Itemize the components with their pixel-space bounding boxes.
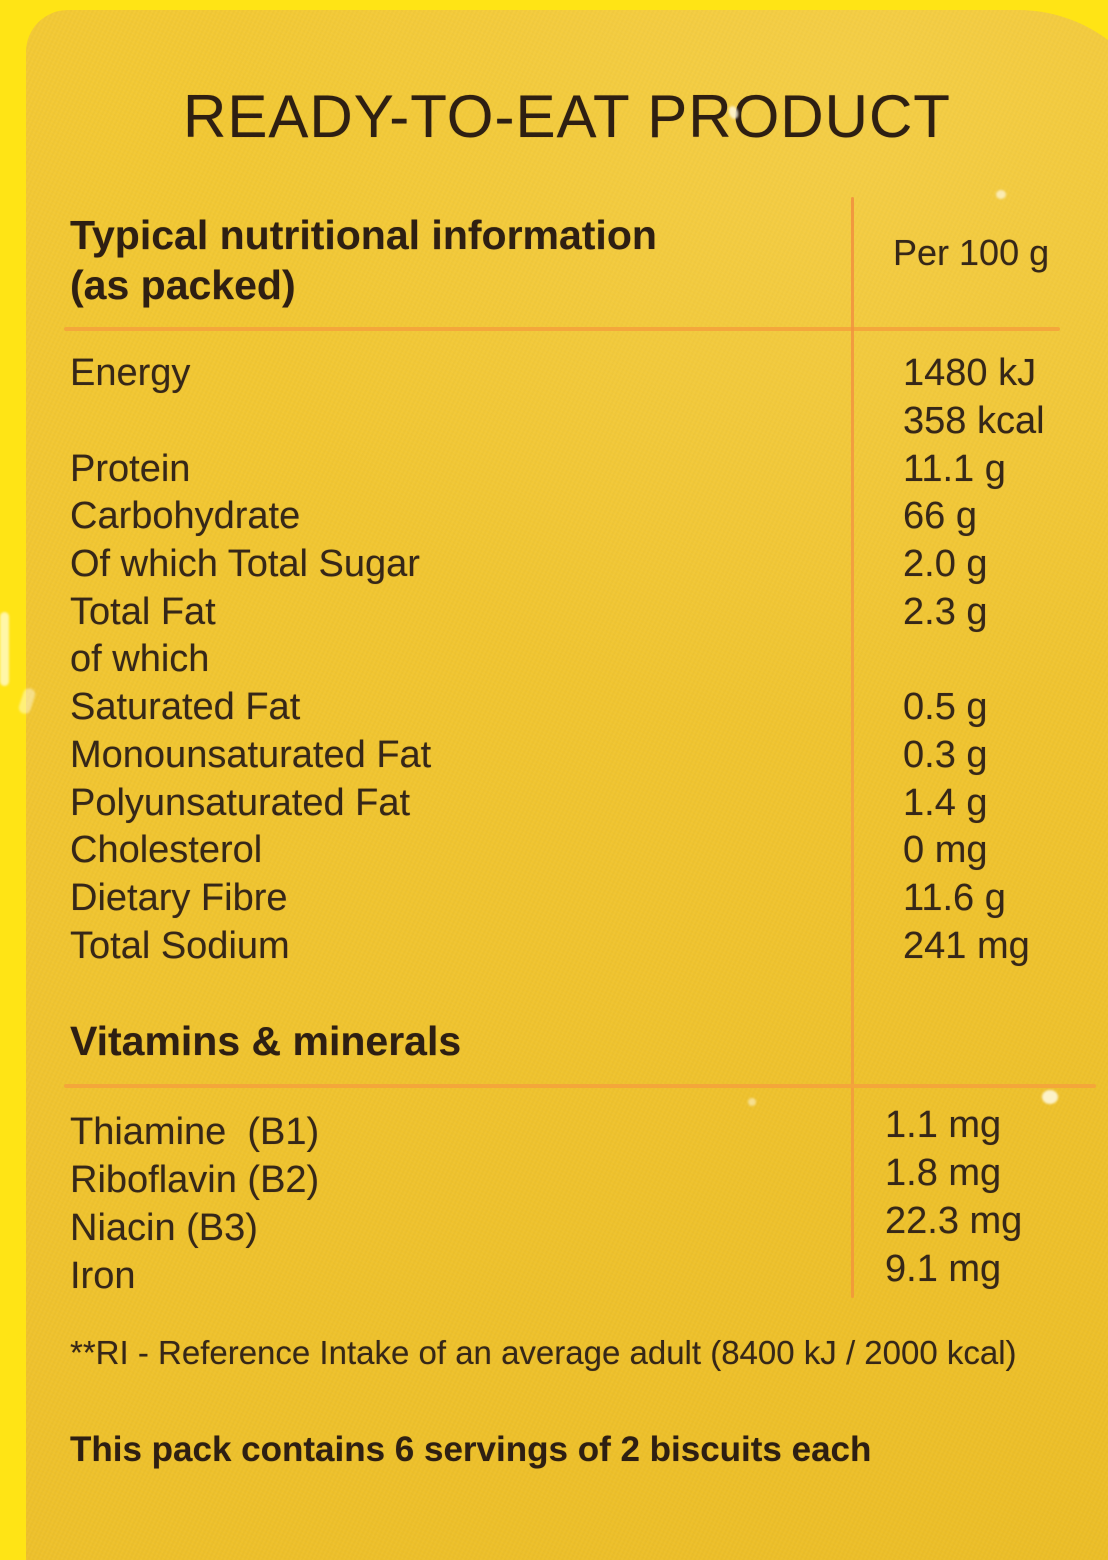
- table-row: Saturated Fat 0.5 g: [70, 684, 1100, 732]
- nutrient-label: Of which Total Sugar: [70, 543, 420, 586]
- table-row: Total Fat 2.3 g: [70, 588, 1100, 636]
- nutrient-label: Monounsaturated Fat: [70, 733, 432, 776]
- vitamin-label: Thiamine (B1): [70, 1110, 320, 1153]
- nutrient-label: of which: [70, 638, 210, 681]
- nutrient-label: Energy: [70, 352, 191, 395]
- nutrient-value: 0.5 g: [903, 686, 988, 729]
- vitamin-label: Niacin (B3): [70, 1206, 258, 1249]
- nutrient-label: Polyunsaturated Fat: [70, 781, 411, 824]
- nutrient-label: Carbohydrate: [70, 495, 301, 538]
- per-100g-column-header: Per 100 g: [893, 232, 1050, 273]
- table-row: Thiamine (B1) 1.1 mg: [70, 1104, 1100, 1156]
- nutrient-value: 11.1 g: [903, 447, 1006, 490]
- nutrient-value: 358 kcal: [903, 400, 1045, 443]
- vitamins-section-title: Vitamins & minerals: [70, 1018, 462, 1064]
- table-row: of which: [70, 636, 1100, 684]
- nutrient-label: Cholesterol: [70, 829, 263, 872]
- nutrient-value: 0.3 g: [903, 733, 988, 776]
- nutrient-value: 0 mg: [903, 829, 988, 872]
- nutrient-value: 66 g: [903, 495, 977, 538]
- vitamin-value: 9.1 mg: [885, 1247, 1002, 1290]
- table-row: Niacin (B3) 22.3 mg: [70, 1200, 1100, 1252]
- vitamin-label: Riboflavin (B2): [70, 1158, 320, 1201]
- nutrient-value: 2.3 g: [903, 590, 988, 633]
- vitamins-divider-line: [64, 1084, 1096, 1088]
- nutrition-table: Energy 1480 kJ 358 kcal Protein 11.1 g C…: [70, 350, 1100, 970]
- nutrient-label: Saturated Fat: [70, 686, 301, 729]
- table-row: Carbohydrate 66 g: [70, 493, 1100, 541]
- page-title: READY-TO-EAT PRODUCT: [183, 83, 951, 150]
- vitamin-value: 1.8 mg: [885, 1151, 1002, 1194]
- column-divider-line: [851, 197, 854, 1298]
- table-row: Iron 9.1 mg: [70, 1248, 1100, 1300]
- table-title: Typical nutritional information (as pack…: [70, 210, 657, 310]
- nutrient-label: Total Fat: [70, 590, 216, 633]
- servings-statement: This pack contains 6 servings of 2 biscu…: [70, 1430, 872, 1469]
- table-title-line2: (as packed): [70, 262, 296, 308]
- table-row: Energy 1480 kJ: [70, 350, 1100, 398]
- table-row: Cholesterol 0 mg: [70, 827, 1100, 875]
- table-row: Monounsaturated Fat 0.3 g: [70, 732, 1100, 780]
- table-row: 358 kcal: [70, 398, 1100, 446]
- nutrient-value: 241 mg: [903, 924, 1030, 967]
- vitamin-label: Iron: [70, 1254, 136, 1297]
- nutrient-value: 11.6 g: [903, 876, 1006, 919]
- nutrient-label: Total Sodium: [70, 924, 290, 967]
- vitamin-value: 22.3 mg: [885, 1199, 1023, 1242]
- nutrient-label: Dietary Fibre: [70, 876, 288, 919]
- label-panel: [26, 10, 1108, 1560]
- nutrient-value: 2.0 g: [903, 543, 988, 586]
- reference-intake-footnote: **RI - Reference Intake of an average ad…: [70, 1334, 1017, 1371]
- table-row: Polyunsaturated Fat 1.4 g: [70, 779, 1100, 827]
- table-row: Dietary Fibre 11.6 g: [70, 875, 1100, 923]
- table-row: Total Sodium 241 mg: [70, 922, 1100, 970]
- photo-artifact-scratch: [0, 612, 9, 686]
- vitamins-table: Thiamine (B1) 1.1 mg Riboflavin (B2) 1.8…: [70, 1104, 1100, 1300]
- nutrient-label: Protein: [70, 447, 191, 490]
- table-row: Protein 11.1 g: [70, 445, 1100, 493]
- nutrition-label-photo: READY-TO-EAT PRODUCT Typical nutritional…: [0, 10, 1108, 1560]
- nutrient-value: 1.4 g: [903, 781, 988, 824]
- header-divider-line: [64, 327, 1060, 331]
- nutrient-value: 1480 kJ: [903, 352, 1037, 395]
- table-title-line1: Typical nutritional information: [70, 212, 657, 258]
- vitamin-value: 1.1 mg: [885, 1103, 1002, 1146]
- table-row: Of which Total Sugar 2.0 g: [70, 541, 1100, 589]
- table-row: Riboflavin (B2) 1.8 mg: [70, 1152, 1100, 1204]
